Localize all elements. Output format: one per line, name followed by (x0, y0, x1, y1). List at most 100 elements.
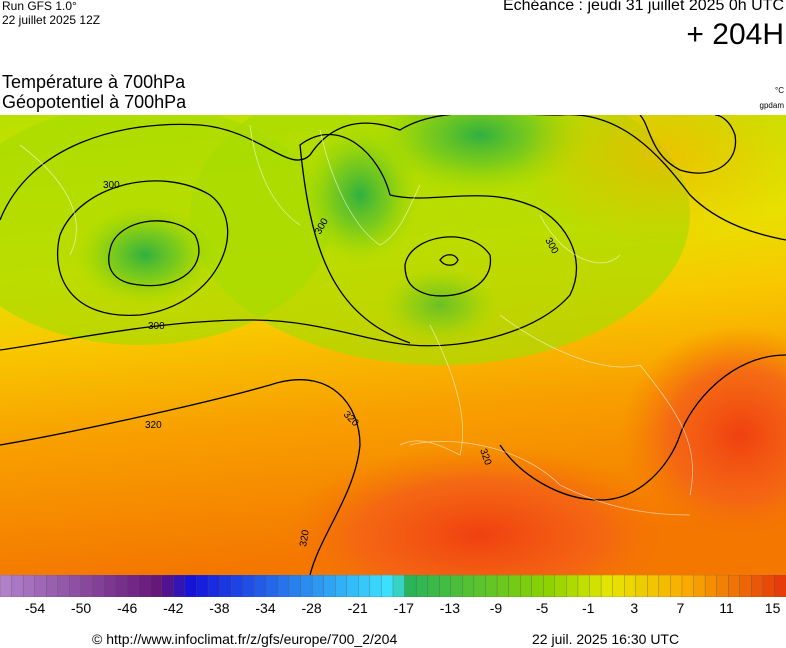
colorbar-cell (138, 575, 151, 597)
colorbar-cell (115, 575, 128, 597)
colorbar-cell (196, 575, 209, 597)
colorbar-cell (600, 575, 614, 597)
colorbar-label: -28 (301, 600, 322, 616)
colorbar-cell (381, 575, 394, 597)
colorbar-cell (635, 575, 648, 597)
cold-core (75, 205, 215, 305)
colorbar-cell (300, 575, 313, 597)
colorbar-cell (358, 575, 371, 597)
title-temp: Température à 700hPa (2, 72, 186, 92)
colorbar-cell (254, 575, 267, 597)
title-geo: Géopotentiel à 700hPa (2, 92, 187, 112)
contour (0, 379, 361, 575)
colorbar-cell (496, 575, 510, 597)
colorbar-cell (519, 575, 533, 597)
colorbar-cell (126, 575, 140, 597)
contour-label: 320 (145, 420, 162, 431)
colorbar-label: -1 (581, 600, 595, 616)
contour (299, 133, 411, 344)
colorbar-cell (450, 575, 463, 597)
colorbar-label: 11 (719, 600, 734, 616)
colorbar-cell (716, 575, 729, 597)
colorbar-cell (22, 575, 36, 597)
map: 300 300 300 300 320 320 320 320 (0, 115, 786, 575)
colorbar-cell (0, 575, 13, 597)
unit-geo: gpdam (759, 101, 784, 110)
colorbar-label: -42 (163, 600, 184, 616)
colorbar-cell (751, 575, 764, 597)
colorbar-cell (34, 575, 47, 597)
colorbar (0, 575, 786, 597)
hot-area (620, 325, 786, 545)
contour (108, 220, 200, 287)
colorbar-cell (762, 575, 775, 597)
colorbar-label: 3 (630, 600, 639, 616)
colorbar-cell (103, 575, 117, 597)
colorbar-cell (554, 575, 567, 597)
colorbar-cell (69, 575, 82, 597)
contour (56, 180, 229, 316)
colorbar-cell (693, 575, 706, 597)
cold-core (380, 265, 500, 345)
colorbar-label: -13 (439, 600, 461, 616)
colorbar-cell (427, 575, 440, 597)
colorbar-cell (577, 575, 590, 597)
colorbar-cell (265, 575, 278, 597)
colorbar-label: -54 (24, 600, 46, 616)
hot-area (280, 445, 680, 575)
colorbar-cell (288, 575, 301, 597)
colorbar-label: -50 (70, 600, 92, 616)
colorbar-cell (46, 575, 59, 597)
run-date: 22 juillet 2025 12Z (2, 13, 101, 27)
colorbar-label: 15 (764, 600, 781, 616)
colorbar-cell (647, 575, 660, 597)
colorbar-cell (231, 575, 244, 597)
run-label: Run GFS 1.0° (2, 0, 77, 13)
coastlines (19, 124, 693, 516)
colorbar-cell (439, 575, 452, 597)
colorbar-cell (242, 575, 255, 597)
colorbar-cell (670, 575, 683, 597)
colorbar-cell (473, 575, 486, 597)
colorbar-cell (161, 575, 174, 597)
colorbar-cell (219, 575, 232, 597)
colorbar-cell (57, 575, 70, 597)
colorbar-cell (335, 575, 348, 597)
colorbar-cell (624, 575, 637, 597)
colorbar-cell (543, 575, 556, 597)
colorbar-cell (207, 575, 221, 597)
colorbar-cell (311, 575, 325, 597)
colorbar-cell (173, 575, 186, 597)
colorbar-cell (415, 575, 429, 597)
colorbar-cell (485, 575, 498, 597)
colorbar-cell (728, 575, 741, 597)
colorbar-cell (589, 575, 602, 597)
contour-label: 300 (103, 180, 120, 191)
colorbar-cell (80, 575, 93, 597)
colorbar-label: -34 (255, 600, 276, 616)
contour-label: 320 (298, 529, 312, 548)
colorbar-cell (369, 575, 382, 597)
colorbar-label: -17 (393, 600, 414, 616)
colorbar-label: -5 (535, 600, 549, 616)
colorbar-cell (404, 575, 417, 597)
colorbar-cell (658, 575, 671, 597)
colorbar-cell (612, 575, 625, 597)
colorbar-label: 7 (676, 600, 685, 616)
colorbar-labels: -54 -50 -46 -42 -38 -34 -28 -21 -17 -13 -9 -5 -1 3 7 11… (0, 600, 786, 618)
contour (499, 354, 786, 501)
colorbar-label: -38 (209, 600, 230, 616)
colorbar-cell (277, 575, 290, 597)
contour (0, 115, 786, 241)
colorbar-cell (739, 575, 752, 597)
contour (0, 194, 578, 351)
colorbar-label: -46 (117, 600, 138, 616)
colorbar-cell (774, 575, 786, 597)
colorbar-cell (392, 575, 406, 597)
contour (439, 254, 459, 266)
colorbar-cell (681, 575, 694, 597)
footer-date: 22 juil. 2025 16:30 UTC (532, 631, 680, 647)
unit-temp: °C (775, 86, 784, 95)
colorbar-cell (323, 575, 336, 597)
